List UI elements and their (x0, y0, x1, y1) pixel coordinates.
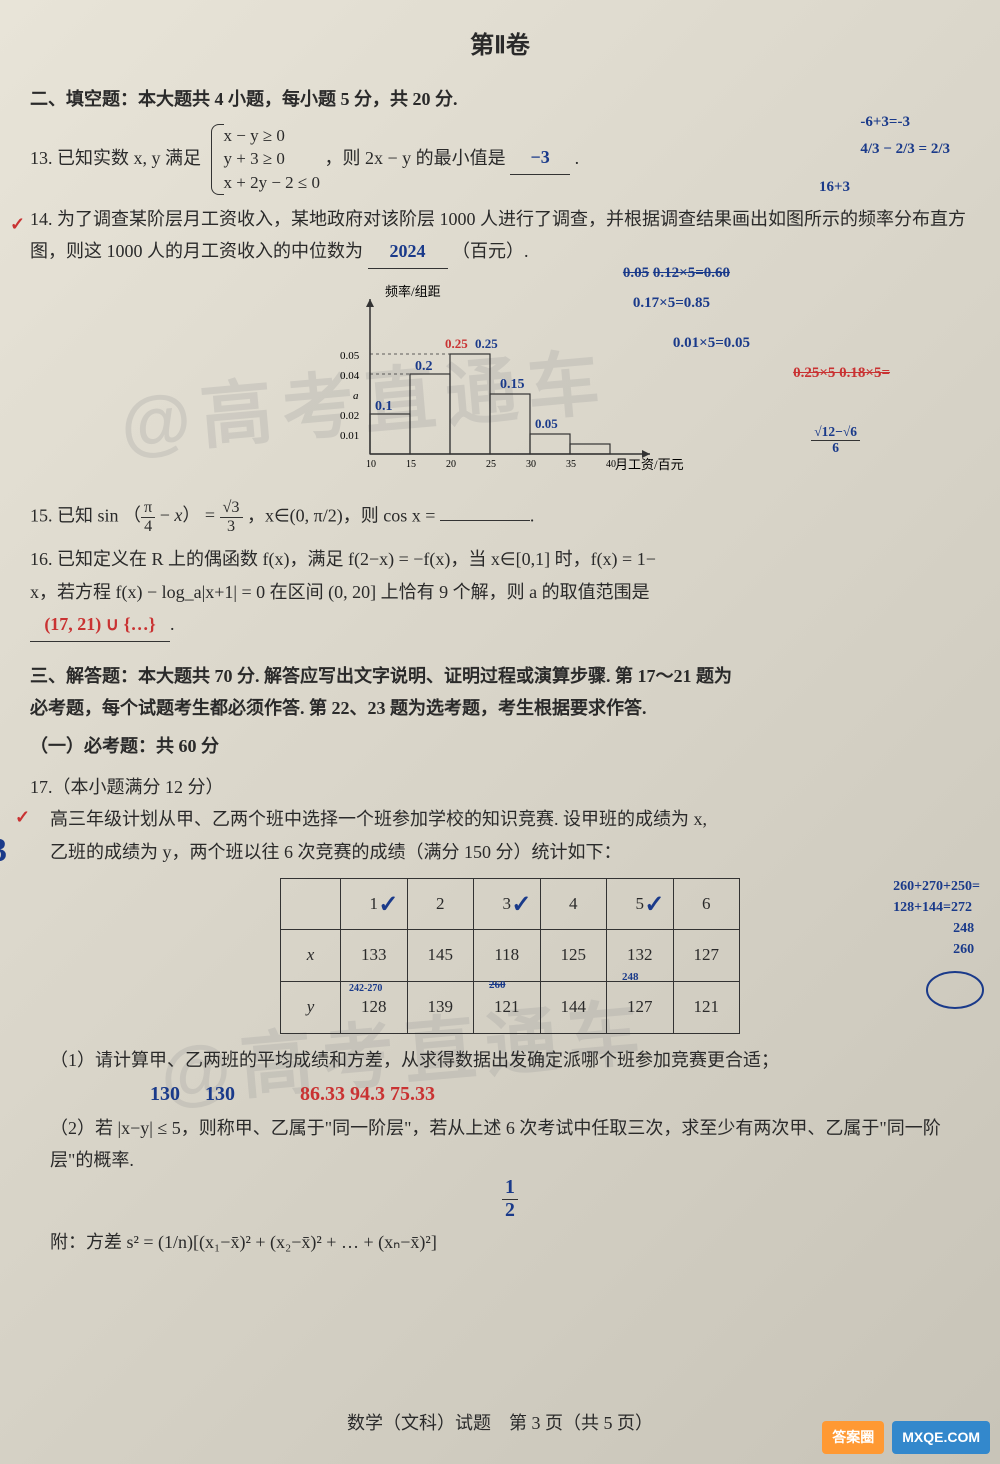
logo-2: MXQE.COM (892, 1421, 990, 1454)
svg-text:0.02: 0.02 (340, 410, 359, 422)
section-3-sub: （一）必考题：共 60 分 (30, 730, 970, 762)
p17-q1: （1）请计算甲、乙两班的平均成绩和方差，从求得数据出发确定派哪个班参加竞赛更合适… (50, 1044, 970, 1076)
p16-l2: x，若方程 f(x) − log_a|x+1| = 0 在区间 (0, 20] … (30, 582, 650, 602)
problem-13: 13. 已知实数 x, y 满足 x − y ≥ 0 y + 3 ≥ 0 x +… (30, 124, 970, 195)
p17-q1-vy: 94.3 75.33 (350, 1083, 435, 1105)
chart-annot-5: √12−√66 (811, 425, 860, 456)
problem-17: 17.（本小题满分 12 分） ✓ 高三年级计划从甲、乙两个班中选择一个班参加学… (30, 771, 970, 1259)
margin-3: 3 (0, 820, 7, 881)
p17-header: 17.（本小题满分 12 分） (30, 771, 970, 803)
p17-table: 1✓ 2 3✓ 4 5✓ 6 x 133 145 118 125 132 127… (280, 878, 740, 1034)
bar-label-4: 0.15 (500, 372, 525, 397)
bar-label-5: 0.05 (535, 412, 558, 435)
svg-text:0.05: 0.05 (340, 350, 360, 362)
p17-q1-my: 130 (205, 1083, 235, 1105)
svg-text:a: a (353, 390, 359, 402)
p14-unit: （百元）. (452, 241, 529, 261)
t17-calc1: 260+270+250= (893, 879, 980, 894)
svg-text:30: 30 (526, 459, 536, 470)
p17-q1-vx: 86.33 (300, 1083, 345, 1105)
chart-y-label: 频率/组距 (385, 284, 441, 299)
p15-before: 15. 已知 sin (30, 505, 119, 525)
svg-text:25: 25 (486, 459, 496, 470)
chart-annot-4: 0.25×5 0.18×5= (793, 360, 890, 387)
p15-domain: ，x∈(0, π/2)，则 cos x = (247, 505, 435, 525)
circle-note (925, 970, 985, 1020)
p14-answer: 2024 (368, 235, 448, 268)
p13-period: . (575, 147, 580, 167)
t17-calc3: 248 (893, 921, 974, 936)
svg-text:40: 40 (606, 459, 616, 470)
p13-calc3: 16+3 (819, 174, 850, 201)
bar-label-3r: 0.25 (445, 332, 468, 355)
page-title: 第Ⅱ卷 (30, 25, 970, 68)
p13-text-after: ，则 2x − y 的最小值是 (325, 147, 506, 167)
p13-calc1: -6+3=-3 (860, 114, 910, 130)
svg-text:0.04: 0.04 (340, 370, 360, 382)
logo-1: 答案圈 (822, 1421, 884, 1454)
p13-answer: −3 (510, 141, 570, 174)
svg-text:0.01: 0.01 (340, 430, 359, 442)
p17-q1-mx: 130 (150, 1083, 180, 1105)
svg-text:15: 15 (406, 459, 416, 470)
problem-15: 15. 已知 sin （π4 − x） = √33 ，x∈(0, π/2)，则 … (30, 499, 970, 536)
p16-answer: (17, 21) ∪ {…} (30, 608, 170, 641)
problem-14: ✓ 14. 为了调查某阶层月工资收入，某地政府对该阶层 1000 人进行了调查，… (30, 203, 970, 269)
t17-calc2: 128+144=272 (893, 900, 972, 915)
section-2-heading: 二、填空题：本大题共 4 小题，每小题 5 分，共 20 分. (30, 83, 970, 115)
svg-text:20: 20 (446, 459, 456, 470)
bar-label-2: 0.2 (415, 354, 433, 379)
p17-formula: 附：方差 s² = (1/n)[(x₁−x̄)² + (x₂−x̄)² + … … (50, 1226, 970, 1258)
chart-annot-2: 0.17×5=0.85 (633, 290, 710, 317)
p14-check: ✓ (10, 208, 25, 240)
p13-calc2: 4/3 − 2/3 = 2/3 (860, 141, 950, 157)
section-3-heading: 三、解答题：本大题共 70 分. 解答应写出文字说明、证明过程或演算步骤. 第 … (30, 660, 970, 725)
p17-text1: 高三年级计划从甲、乙两个班中选择一个班参加学校的知识竞赛. 设甲班的成绩为 x, (50, 803, 970, 835)
p17-check: ✓ (15, 801, 30, 833)
bar-label-3: 0.25 (475, 332, 498, 355)
p13-c1: x − y ≥ 0 (224, 126, 285, 145)
p15-answer (440, 520, 530, 521)
p13-text-before: 13. 已知实数 x, y 满足 (30, 147, 201, 167)
svg-text:35: 35 (566, 459, 576, 470)
chart-annot-3: 0.01×5=0.05 (673, 330, 750, 357)
p16-l1: 16. 已知定义在 R 上的偶函数 f(x)，满足 f(2−x) = −f(x)… (30, 549, 656, 569)
p13-c3: x + 2y − 2 ≤ 0 (224, 173, 321, 192)
corner-logos: 答案圈 MXQE.COM (822, 1421, 990, 1454)
bar-label-1: 0.1 (375, 394, 393, 419)
chart-x-label: 月工资/百元 (615, 457, 684, 472)
t17-calc4: 260 (893, 942, 974, 957)
chart-annot-1: 0.05 0.12×5=0.60 (623, 260, 730, 287)
svg-text:10: 10 (366, 459, 376, 470)
p17-q2: （2）若 |x−y| ≤ 5，则称甲、乙属于"同一阶层"，若从上述 6 次考试中… (50, 1112, 970, 1177)
problem-16: 16. 已知定义在 R 上的偶函数 f(x)，满足 f(2−x) = −f(x)… (30, 543, 970, 641)
p13-c2: y + 3 ≥ 0 (224, 149, 285, 168)
p17-text2: 乙班的成绩为 y，两个班以往 6 次竞赛的成绩（满分 150 分）统计如下： (50, 836, 970, 868)
